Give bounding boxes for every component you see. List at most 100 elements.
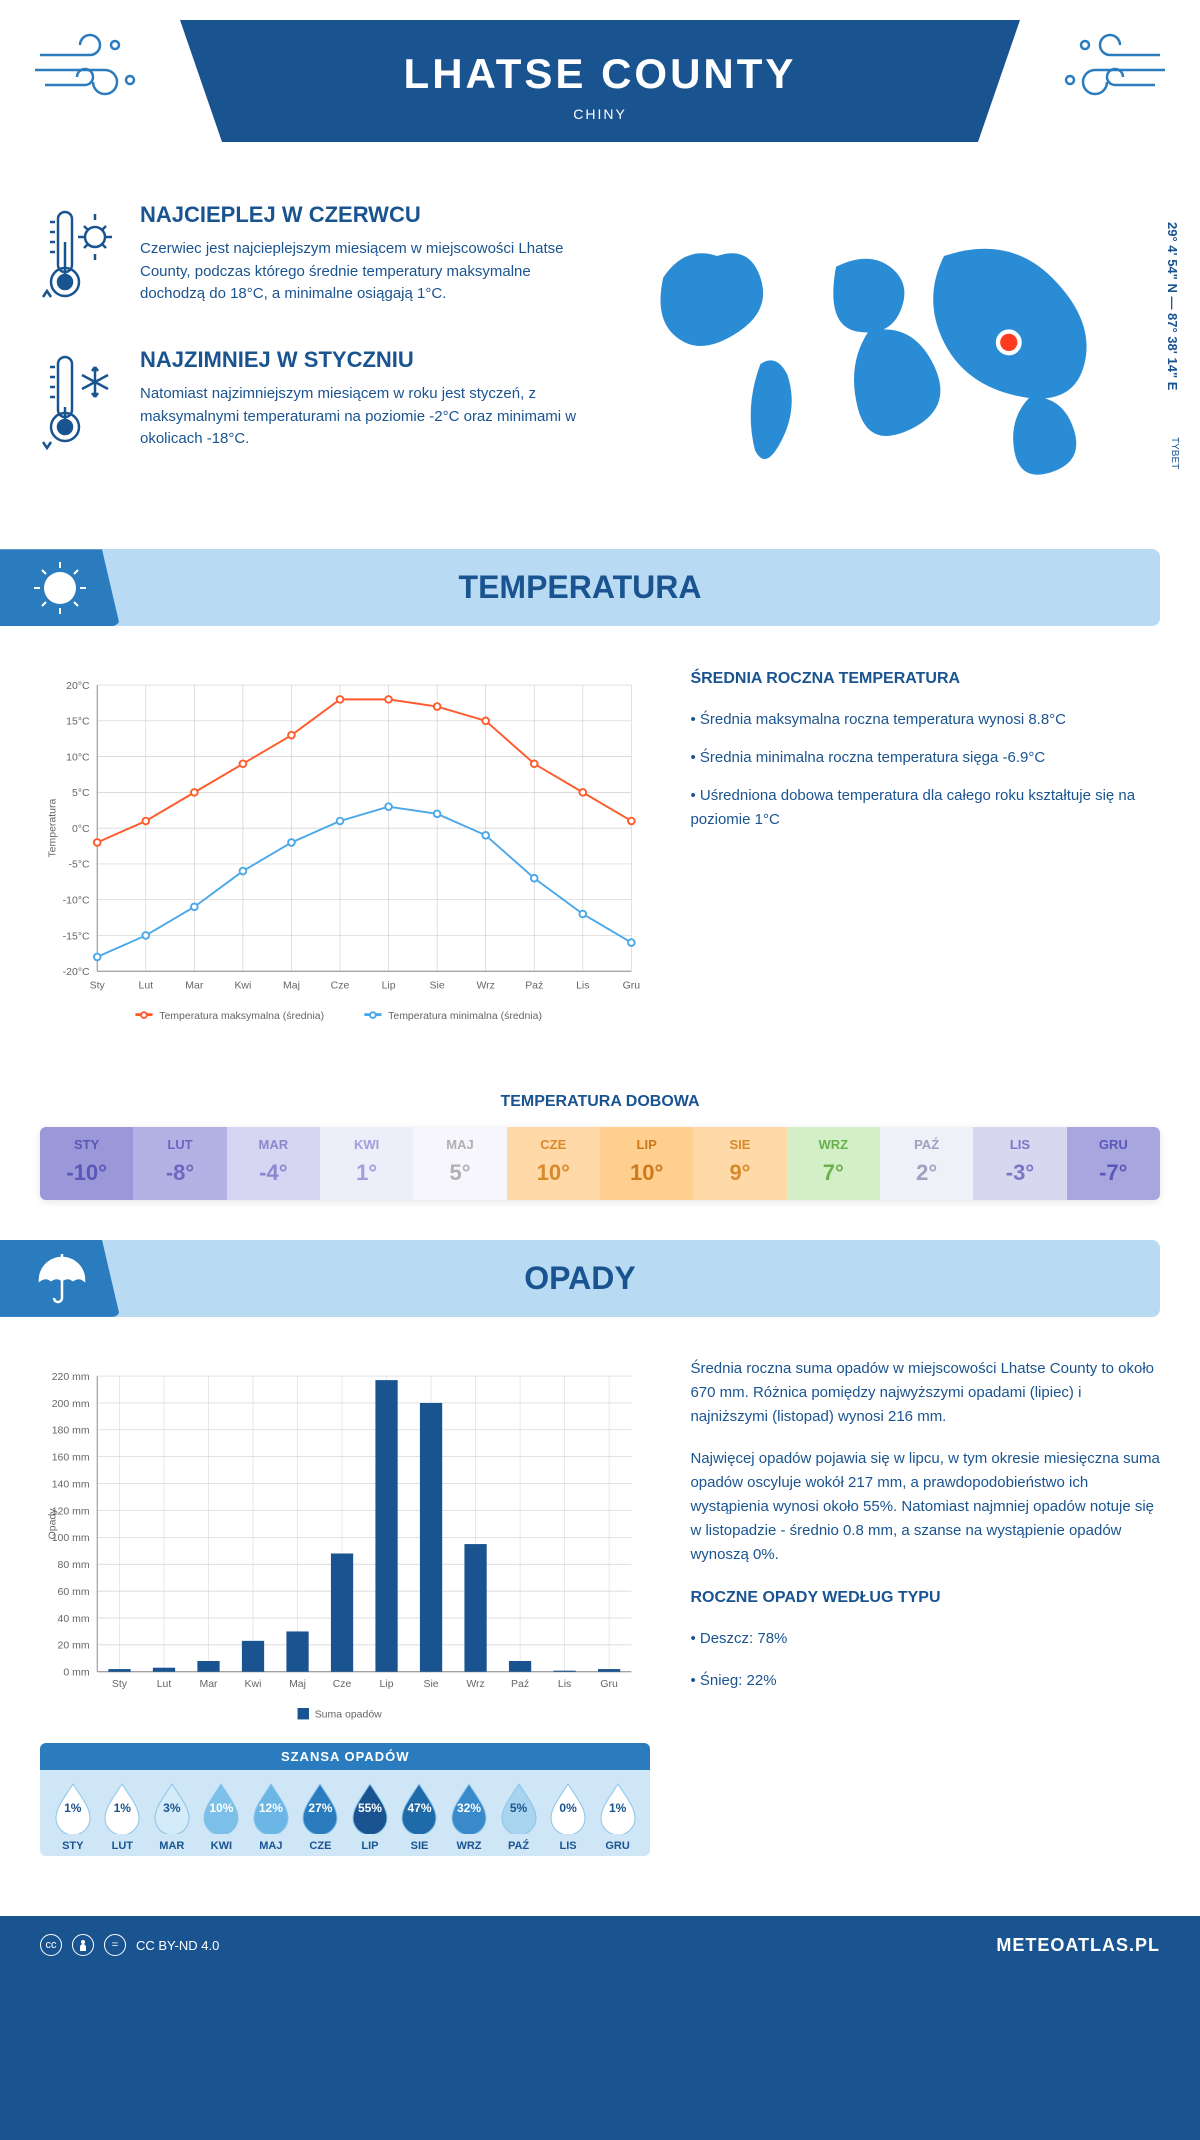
precip-side-text: Średnia roczna suma opadów w miejscowośc… <box>690 1357 1160 1877</box>
svg-text:10°C: 10°C <box>66 753 90 764</box>
svg-text:Sie: Sie <box>430 981 445 992</box>
month-label: LIS <box>543 1840 593 1852</box>
svg-text:Kwi: Kwi <box>245 1679 262 1690</box>
svg-text:Wrz: Wrz <box>466 1679 484 1690</box>
temperature-line-chart: -20°C-15°C-10°C-5°C0°C5°C10°C15°C20°CSty… <box>40 666 650 1053</box>
svg-text:Lip: Lip <box>380 1679 394 1690</box>
temp-value: 1° <box>320 1160 413 1186</box>
svg-text:Sty: Sty <box>112 1679 128 1690</box>
precip-chance-cell: 47% SIE <box>395 1782 445 1852</box>
svg-text:20 mm: 20 mm <box>58 1641 90 1652</box>
world-map: 29° 4' 54" N — 87° 38' 14" E TYBET <box>620 202 1160 509</box>
drop-icon: 1% <box>101 1782 143 1834</box>
svg-text:Temperatura maksymalna (średni: Temperatura maksymalna (średnia) <box>159 1011 324 1022</box>
month-label: LIP <box>600 1137 693 1152</box>
month-label: WRZ <box>444 1840 494 1852</box>
daily-temp-cell: LUT-8° <box>133 1127 226 1200</box>
temp-value: 9° <box>693 1160 786 1186</box>
svg-text:-10°C: -10°C <box>63 896 90 907</box>
precip-type-bullet: • Deszcz: 78% <box>690 1627 1160 1651</box>
precip-chance-cell: 1% LUT <box>98 1782 148 1852</box>
nd-icon: = <box>104 1934 126 1956</box>
chance-pct: 0% <box>559 1801 576 1815</box>
svg-text:Lip: Lip <box>382 981 396 992</box>
month-label: LIP <box>345 1840 395 1852</box>
month-label: SIE <box>693 1137 786 1152</box>
precip-type-title: ROCZNE OPADY WEDŁUG TYPU <box>690 1585 1160 1611</box>
location-marker <box>998 332 1020 354</box>
svg-text:20°C: 20°C <box>66 681 90 692</box>
title-banner: LHATSE COUNTY CHINY <box>180 20 1020 142</box>
svg-text:Gru: Gru <box>623 981 641 992</box>
site-label: METEOATLAS.PL <box>996 1935 1160 1956</box>
chance-pct: 1% <box>609 1801 626 1815</box>
daily-temp-cell: STY-10° <box>40 1127 133 1200</box>
temp-value: -3° <box>973 1160 1066 1186</box>
svg-text:0 mm: 0 mm <box>63 1667 89 1678</box>
daily-temp-cell: PAŹ2° <box>880 1127 973 1200</box>
precip-chance-cell: 12% MAJ <box>246 1782 296 1852</box>
license-block: cc = CC BY-ND 4.0 <box>40 1934 219 1956</box>
daily-temp-cell: LIP10° <box>600 1127 693 1200</box>
temp-value: 5° <box>413 1160 506 1186</box>
thermometer-hot-icon <box>40 202 120 317</box>
by-icon <box>72 1934 94 1956</box>
drop-icon: 27% <box>299 1782 341 1834</box>
precip-chance-cell: 0% LIS <box>543 1782 593 1852</box>
month-label: LUT <box>98 1840 148 1852</box>
chance-pct: 47% <box>407 1801 431 1815</box>
temperature-header-label: TEMPERATURA <box>459 569 702 605</box>
svg-text:Opady: Opady <box>47 1508 58 1540</box>
precip-chance-panel: SZANSA OPADÓW 1% STY 1% LUT 3% MAR 10% K… <box>40 1743 650 1856</box>
svg-text:Gru: Gru <box>600 1679 618 1690</box>
month-label: MAR <box>227 1137 320 1152</box>
drop-icon: 5% <box>498 1782 540 1834</box>
svg-text:Mar: Mar <box>185 981 204 992</box>
svg-text:60 mm: 60 mm <box>58 1587 90 1598</box>
precip-chance-cell: 10% KWI <box>197 1782 247 1852</box>
chance-pct: 10% <box>209 1801 233 1815</box>
svg-text:Maj: Maj <box>289 1679 306 1690</box>
svg-text:180 mm: 180 mm <box>52 1426 90 1437</box>
month-label: MAR <box>147 1840 197 1852</box>
svg-text:200 mm: 200 mm <box>52 1399 90 1410</box>
daily-temp-cell: MAR-4° <box>227 1127 320 1200</box>
infographic-page: LHATSE COUNTY CHINY NAJCIEPLEJ W CZERWCU… <box>0 0 1200 1974</box>
chance-pct: 1% <box>114 1801 131 1815</box>
precip-chance-cell: 1% STY <box>48 1782 98 1852</box>
chance-pct: 12% <box>259 1801 283 1815</box>
temp-bullet: • Uśredniona dobowa temperatura dla całe… <box>690 784 1160 832</box>
month-label: SIE <box>395 1840 445 1852</box>
chance-pct: 5% <box>510 1801 527 1815</box>
precip-chance-title: SZANSA OPADÓW <box>40 1743 650 1770</box>
month-label: CZE <box>507 1137 600 1152</box>
precip-chance-cell: 3% MAR <box>147 1782 197 1852</box>
precip-chance-cell: 5% PAŹ <box>494 1782 544 1852</box>
svg-text:Kwi: Kwi <box>234 981 251 992</box>
svg-text:Temperatura: Temperatura <box>47 799 58 858</box>
svg-text:Cze: Cze <box>331 981 350 992</box>
daily-temp-title: TEMPERATURA DOBOWA <box>0 1093 1200 1111</box>
svg-text:Lis: Lis <box>558 1679 571 1690</box>
svg-text:Paź: Paź <box>511 1679 529 1690</box>
svg-text:-5°C: -5°C <box>69 860 91 871</box>
coldest-block: NAJZIMNIEJ W STYCZNIU Natomiast najzimni… <box>40 347 580 462</box>
month-label: KWI <box>320 1137 413 1152</box>
daily-temp-table: STY-10°LUT-8°MAR-4°KWI1°MAJ5°CZE10°LIP10… <box>40 1127 1160 1200</box>
coldest-text: Natomiast najzimniejszym miesiącem w rok… <box>140 383 580 451</box>
region-label: TYBET <box>1169 437 1180 469</box>
svg-text:Sty: Sty <box>90 981 106 992</box>
precip-chance-cell: 55% LIP <box>345 1782 395 1852</box>
precip-body: 0 mm20 mm40 mm60 mm80 mm100 mm120 mm140 … <box>0 1317 1200 1917</box>
daily-temp-cell: MAJ5° <box>413 1127 506 1200</box>
svg-text:Lut: Lut <box>139 981 154 992</box>
license-label: CC BY-ND 4.0 <box>136 1938 219 1953</box>
month-label: PAŹ <box>880 1137 973 1152</box>
month-label: STY <box>48 1840 98 1852</box>
precip-chance-cell: 27% CZE <box>296 1782 346 1852</box>
thermometer-cold-icon <box>40 347 120 462</box>
location-title: LHATSE COUNTY <box>240 50 960 98</box>
chance-pct: 27% <box>308 1801 332 1815</box>
annual-temp-title: ŚREDNIA ROCZNA TEMPERATURA <box>690 666 1160 692</box>
chance-pct: 3% <box>163 1801 180 1815</box>
